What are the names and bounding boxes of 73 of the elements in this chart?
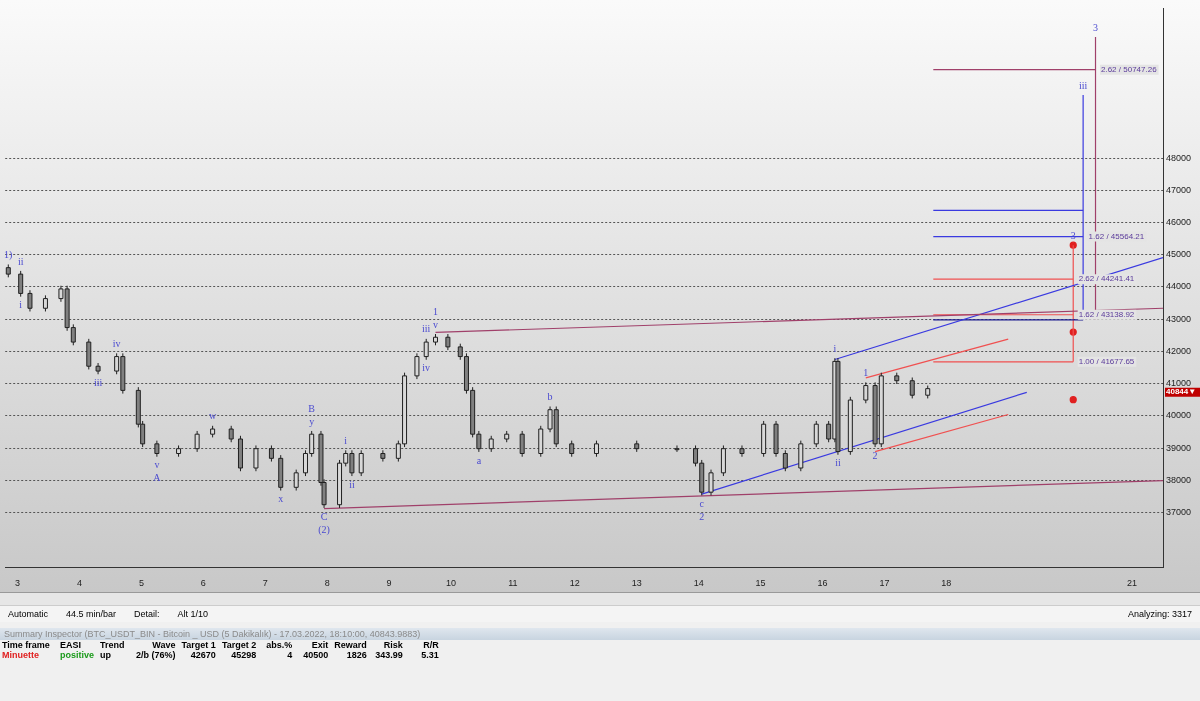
annotation: iii	[93, 376, 103, 388]
y-tick-label: 38000	[1166, 474, 1192, 485]
annotation: B	[308, 402, 316, 414]
annotation: ii	[17, 255, 24, 267]
x-tick-label: 13	[631, 578, 642, 589]
x-tick-label: 21	[1127, 578, 1138, 589]
annotation: v	[433, 318, 439, 330]
x-tick-label: 9	[386, 578, 392, 589]
y-tick-label: 44000	[1166, 281, 1192, 292]
annotation: i	[19, 299, 23, 311]
text: 44.5 min/bar	[66, 609, 117, 619]
y-tick-label: 46000	[1166, 217, 1192, 228]
text: Detail:	[134, 609, 160, 619]
x-tick-label: 12	[569, 578, 580, 589]
annotation: iii	[1078, 79, 1088, 91]
text: Minuette positive up 2/b (76%) 42670 45298 4 40500 1826 343.99 5.31	[2, 650, 439, 660]
annotation: i	[344, 434, 348, 446]
annotation: c	[699, 498, 705, 509]
y-tick-label: 43000	[1166, 313, 1192, 324]
annotation: iv	[422, 362, 431, 374]
text: 40844▼	[1166, 387, 1197, 397]
y-tick-label: 40000	[1166, 410, 1192, 421]
annotation: A	[153, 472, 162, 484]
y-tick-label: 37000	[1166, 506, 1192, 517]
x-tick-label: 3	[15, 578, 21, 589]
annotation: iv	[112, 337, 121, 349]
text: Summary Inspector (BTC_USDT_BIN - Bitcoin _ USD (5 Dakikalık) - 17.03.2022, 18:10:00, 40843.9883)	[0, 628, 1200, 640]
x-tick-label: 5	[138, 578, 144, 589]
y-tick-label: 47000	[1166, 184, 1192, 195]
x-tick-label: 15	[755, 578, 766, 589]
x-tick-label: 11	[508, 578, 518, 589]
x-tick-label: 6	[200, 578, 206, 589]
annotation: 1.62 / 43138.92	[1078, 309, 1135, 319]
annotation: 1	[863, 366, 869, 378]
annotation: y	[309, 415, 315, 427]
text: Analyzing: 3317	[1127, 609, 1192, 619]
x-tick-label: 8	[324, 578, 330, 589]
annotation: v	[154, 459, 160, 471]
annotation: 1	[433, 305, 439, 317]
x-tick-label: 16	[817, 578, 828, 589]
x-tick-label: 7	[262, 578, 268, 589]
annotation: C	[320, 510, 328, 522]
annotation: w	[209, 410, 217, 422]
annotation: i	[833, 342, 837, 354]
x-tick-label: 4	[76, 578, 83, 589]
annotation: ii	[835, 457, 841, 469]
x-tick-label: 10	[445, 578, 456, 589]
text: Time frame EASI Trend Wave Target 1 Target 2 abs.% Exit Reward Risk R/R	[2, 640, 439, 650]
annotation: ii	[349, 478, 355, 490]
y-tick-label: 41000	[1166, 378, 1192, 389]
annotation: a	[476, 454, 482, 466]
annotation: iii	[422, 323, 431, 335]
y-tick-label: 39000	[1166, 442, 1192, 453]
annotation: x	[278, 493, 284, 505]
annotation: 3	[1093, 21, 1099, 33]
annotation: 2.62 / 44241.41	[1078, 274, 1135, 284]
annotation: 2	[872, 449, 878, 461]
y-tick-label: 42000	[1166, 345, 1192, 356]
text: Alt 1/10	[177, 609, 209, 619]
annotation: 1.00 / 41677.65	[1078, 356, 1135, 366]
annotation: 2.62 / 50747.26	[1100, 64, 1158, 74]
annotation: 1.62 / 45564.21	[1088, 231, 1145, 241]
annotation: 3	[1070, 229, 1076, 241]
annotation: (2)	[318, 523, 330, 536]
x-tick-label: 14	[693, 578, 704, 589]
annotation: b	[547, 391, 553, 403]
y-tick-label: 48000	[1166, 152, 1192, 163]
text: Automatic	[8, 609, 49, 619]
x-tick-label: 18	[941, 578, 952, 589]
x-tick-label: 17	[879, 578, 890, 589]
annotation: 1)	[4, 249, 13, 262]
y-tick-label: 45000	[1166, 249, 1192, 260]
annotation: 2	[699, 511, 705, 522]
